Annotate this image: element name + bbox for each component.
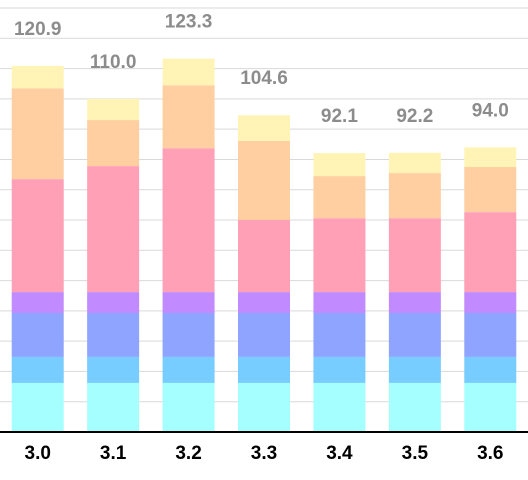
bar-segment (238, 140, 290, 221)
bar-segment (388, 152, 441, 174)
x-tick-label: 3.0 (25, 443, 51, 464)
bar-segment (11, 356, 64, 383)
bar-segment (162, 58, 215, 86)
total-label: 92.2 (396, 106, 433, 127)
bar-segment (11, 88, 64, 180)
total-label: 120.9 (14, 19, 62, 40)
x-tick-label: 3.2 (175, 443, 201, 464)
bar-segment (388, 292, 441, 313)
bar-segment (87, 120, 140, 167)
bar-segment (464, 382, 517, 432)
bar-segment (87, 382, 140, 432)
bar-segment (388, 173, 441, 219)
bar-segment (162, 382, 215, 432)
bar-segment (313, 153, 366, 177)
total-label: 92.1 (321, 106, 358, 127)
bar-segment (388, 218, 441, 293)
bar-segment (162, 312, 215, 357)
x-tick-label: 3.4 (326, 443, 353, 464)
x-tick-label: 3.1 (100, 443, 127, 464)
bar-segment (238, 382, 290, 432)
bar-segment (87, 166, 140, 293)
total-label: 104.6 (240, 68, 288, 89)
bar-segment (238, 220, 290, 293)
bar-segment (11, 312, 64, 357)
bar-segment (313, 356, 366, 383)
x-tick-label: 3.6 (477, 443, 503, 464)
bar-segment (87, 98, 140, 121)
bar-segment (238, 312, 290, 357)
bar-segment (11, 179, 64, 293)
total-label: 123.3 (165, 12, 213, 33)
bar-segment (313, 312, 366, 357)
bar-segment (238, 292, 290, 313)
bar-segment (11, 382, 64, 432)
bar-segment (464, 167, 517, 213)
bar-segment (162, 148, 215, 293)
total-label: 94.0 (472, 100, 509, 121)
bar-segment (464, 312, 517, 357)
x-tick-label: 3.3 (251, 443, 277, 464)
bar-segment (464, 292, 517, 313)
bar-segment (388, 312, 441, 357)
bar-segment (464, 147, 517, 168)
bar-segment (313, 382, 366, 432)
bar-segment (87, 312, 140, 357)
bar-segment (464, 212, 517, 293)
total-label: 110.0 (90, 52, 137, 73)
bar-segment (87, 292, 140, 313)
bar-segment (11, 292, 64, 313)
bar-segment (313, 176, 366, 219)
bar-segment (162, 85, 215, 149)
bar-segment (313, 292, 366, 313)
bar-segment (238, 356, 290, 383)
bar-segment (313, 218, 366, 293)
bar-segment (388, 356, 441, 383)
bar-segment (162, 356, 215, 383)
bar-segment (162, 292, 215, 313)
x-tick-label: 3.5 (402, 443, 429, 464)
bar-segment (87, 356, 140, 383)
bar-segment (464, 356, 517, 383)
bar-segment (238, 115, 290, 141)
bar-segment (388, 382, 441, 432)
bar-segment (11, 65, 64, 89)
